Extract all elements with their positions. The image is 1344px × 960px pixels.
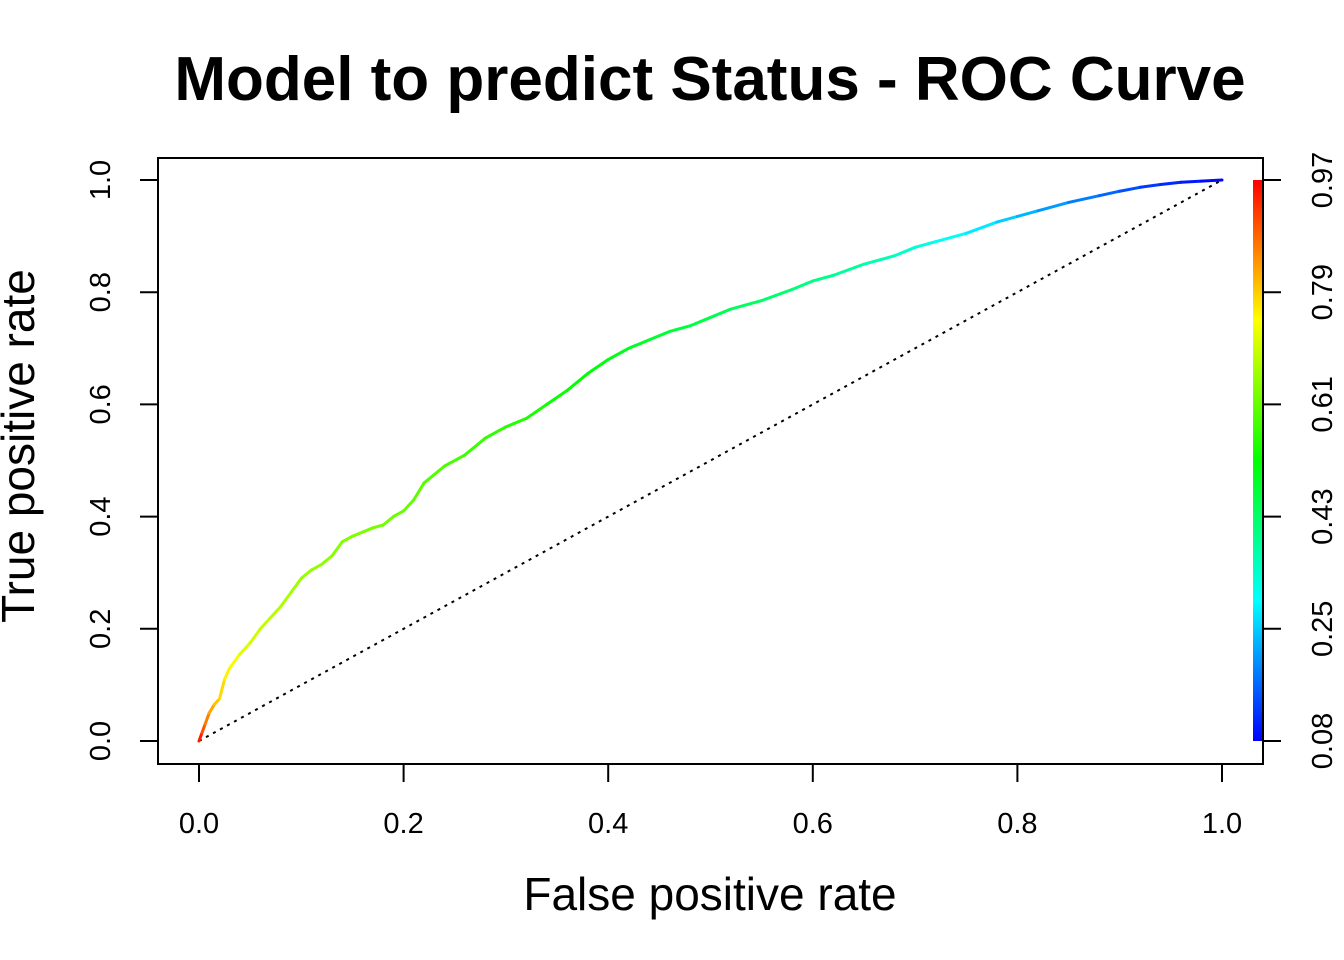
roc-curve-segment bbox=[207, 703, 216, 715]
roc-curve-segment bbox=[934, 231, 968, 244]
y-tick-label: 0.6 bbox=[85, 384, 117, 424]
roc-curve-segment bbox=[647, 329, 672, 342]
roc-curve-segment bbox=[228, 652, 242, 670]
roc-curve-segment bbox=[248, 627, 262, 645]
roc-curve-segment bbox=[811, 273, 835, 283]
colorbar-tick-label: 0.79 bbox=[1307, 264, 1339, 320]
roc-curve-segment bbox=[402, 498, 416, 513]
roc-curve-segment bbox=[1159, 180, 1183, 186]
roc-curve-segment bbox=[391, 509, 406, 519]
roc-curve-segment bbox=[483, 425, 508, 440]
roc-curve-segment bbox=[223, 666, 232, 681]
colorbar-tick-label: 0.25 bbox=[1307, 601, 1339, 657]
roc-curve-segment bbox=[340, 534, 354, 544]
roc-curve-segment bbox=[258, 616, 273, 631]
colorbar-tick-label: 0.61 bbox=[1307, 376, 1339, 432]
y-tick-label: 1.0 bbox=[85, 160, 117, 200]
roc-curve-segment bbox=[995, 214, 1019, 224]
roc-curve-segment bbox=[412, 481, 426, 502]
threshold-colorbar bbox=[1253, 180, 1262, 741]
colorbar-tick-label: 0.97 bbox=[1307, 152, 1339, 208]
roc-curve-segment bbox=[463, 436, 487, 457]
roc-curve-segment bbox=[893, 245, 917, 258]
roc-curve-series bbox=[197, 178, 1224, 743]
roc-curve-segment bbox=[862, 254, 897, 266]
roc-curve-segment bbox=[289, 576, 303, 594]
roc-curve-segment bbox=[586, 358, 610, 376]
x-axis: 0.0 0.2 0.4 0.6 0.8 1.0 bbox=[179, 764, 1242, 840]
roc-curve-segment bbox=[688, 315, 712, 328]
roc-curve-segment bbox=[238, 641, 252, 656]
x-axis-label: False positive rate bbox=[523, 868, 896, 920]
roc-curve-segment bbox=[524, 402, 549, 420]
chart-title: Model to predict Status - ROC Curve bbox=[174, 45, 1245, 114]
x-tick-label: 1.0 bbox=[1202, 808, 1242, 840]
roc-curve-segment bbox=[350, 526, 375, 538]
x-tick-label: 0.4 bbox=[588, 808, 628, 840]
roc-curve-segment bbox=[831, 262, 866, 277]
y-tick-label: 0.0 bbox=[85, 721, 117, 761]
x-tick-label: 0.0 bbox=[179, 808, 219, 840]
roc-curve-segment bbox=[1097, 189, 1122, 198]
roc-curve-segment bbox=[381, 515, 395, 527]
roc-curve-segment bbox=[1118, 185, 1142, 193]
roc-curve-segment bbox=[330, 540, 344, 558]
x-tick-label: 0.6 bbox=[793, 808, 833, 840]
roc-curve-segment bbox=[217, 677, 227, 701]
colorbar-tick-label: 0.08 bbox=[1307, 713, 1339, 769]
roc-curve-segment bbox=[279, 590, 293, 608]
y-tick-label: 0.2 bbox=[85, 609, 117, 649]
y-axis: 0.0 0.2 0.4 0.6 0.8 1.0 bbox=[85, 160, 158, 761]
roc-curve-segment bbox=[627, 338, 651, 350]
roc-curve-segment bbox=[1015, 209, 1040, 218]
roc-curve-segment bbox=[1036, 200, 1071, 213]
roc-curve-segment bbox=[964, 220, 999, 235]
roc-curve-segment bbox=[760, 287, 794, 303]
diagonal-reference-line bbox=[198, 179, 1223, 742]
roc-curve-segment bbox=[299, 568, 314, 580]
roc-curve-segment bbox=[729, 299, 764, 311]
roc-curve-segment bbox=[1179, 179, 1204, 184]
roc-curve-segment bbox=[606, 346, 631, 362]
y-axis-label: True positive rate bbox=[0, 269, 44, 623]
roc-curve-segment bbox=[310, 562, 324, 572]
roc-curve-segment bbox=[1138, 182, 1163, 189]
colorbar-tick-label: 0.43 bbox=[1307, 488, 1339, 544]
x-tick-label: 0.8 bbox=[997, 808, 1037, 840]
y-tick-label: 0.8 bbox=[85, 272, 117, 312]
roc-curve-segment bbox=[504, 416, 528, 429]
roc-curve-segment bbox=[545, 388, 569, 406]
roc-curve-segment bbox=[443, 453, 467, 468]
colorbar-axis: 0.08 0.25 0.43 0.61 0.79 0.97 bbox=[1262, 152, 1339, 769]
roc-curve-segment bbox=[913, 240, 938, 249]
y-tick-label: 0.4 bbox=[85, 496, 117, 536]
roc-curve-segment bbox=[668, 324, 692, 333]
roc-curve-segment bbox=[1200, 178, 1224, 183]
roc-curve-segment bbox=[422, 464, 447, 485]
roc-curve-segment bbox=[371, 523, 385, 530]
x-tick-label: 0.2 bbox=[383, 808, 423, 840]
roc-curve-segment bbox=[709, 307, 733, 319]
roc-curve-segment bbox=[1067, 194, 1101, 204]
roc-curve-segment bbox=[269, 604, 283, 620]
roc-curve-segment bbox=[320, 554, 334, 566]
roc-curve-segment bbox=[203, 711, 211, 726]
roc-curve-segment bbox=[790, 279, 815, 291]
roc-curve-segment bbox=[565, 372, 590, 392]
